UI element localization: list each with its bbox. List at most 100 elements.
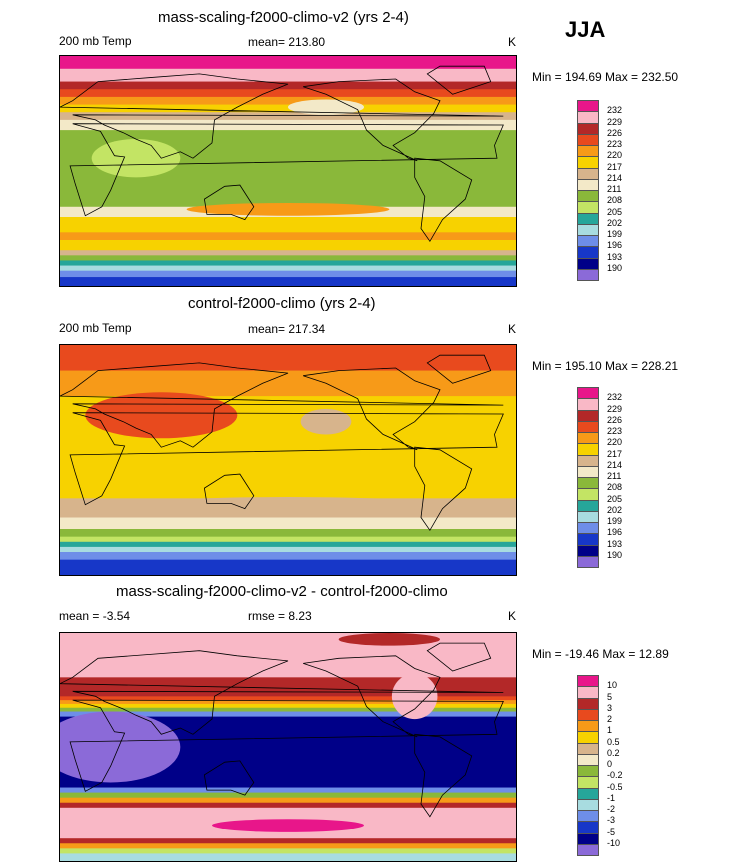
panel-1-mean-label: mean= 213.80 xyxy=(248,35,326,49)
contour-band xyxy=(60,104,516,113)
colorbar-tick-label: -1 xyxy=(607,792,616,803)
colorbar-tick-label: 199 xyxy=(607,516,623,526)
panel-1-title: mass-scaling-f2000-climo-v2 (yrs 2-4) xyxy=(158,9,409,26)
contour-band xyxy=(60,838,516,844)
colorbar-tick-label: 226 xyxy=(607,414,623,425)
colorbar-tick-label: 196 xyxy=(607,240,623,251)
contour-region xyxy=(338,633,441,646)
contour-band xyxy=(60,536,516,543)
colorbar-tick-label: 10 xyxy=(607,680,618,691)
colorbar-swatch xyxy=(577,843,599,856)
coastline xyxy=(60,354,504,532)
panel-3-minmax-label: Min = -19.46 Max = 12.89 xyxy=(532,647,669,661)
colorbar-tick-label: 199 xyxy=(607,229,623,239)
contour-region xyxy=(60,711,181,783)
contour-region xyxy=(91,139,181,178)
contour-band xyxy=(60,68,516,83)
colorbar-tick-label: 214 xyxy=(607,172,623,183)
colorbar-tick-label: -3 xyxy=(607,815,616,826)
contour-band xyxy=(60,217,516,233)
colorbar-tick-label: 2 xyxy=(607,714,613,724)
panel-2-title: control-f2000-climo (yrs 2-4) xyxy=(188,295,376,312)
colorbar-tick-label: 193 xyxy=(607,538,623,549)
colorbar-tick-label: 223 xyxy=(607,426,623,436)
contour-band xyxy=(60,260,516,267)
colorbar-tick-label: 190 xyxy=(607,262,623,273)
panel-1-minmax-label: Min = 194.69 Max = 232.50 xyxy=(532,70,679,84)
season-label: JJA xyxy=(565,17,606,42)
panel-3-rmse-label: rmse = 8.23 xyxy=(248,609,312,623)
colorbar-tick-label: 220 xyxy=(607,437,623,448)
panel-3-map-svg xyxy=(60,633,516,861)
contour-band xyxy=(60,696,516,701)
contour-band xyxy=(60,370,516,397)
contour-band xyxy=(60,250,516,256)
contour-band xyxy=(60,255,516,261)
panel-2-map-svg xyxy=(60,345,516,575)
contour-band xyxy=(60,853,516,861)
colorbar-tick-label: 229 xyxy=(607,116,623,127)
contour-band xyxy=(60,707,516,713)
colorbar-tick-label: 202 xyxy=(607,217,623,228)
contour-band xyxy=(60,711,516,718)
colorbar-tick-label: 211 xyxy=(607,471,622,481)
colorbar-tick-label: -0.5 xyxy=(607,781,623,792)
colorbar-tick-label: 1 xyxy=(607,725,613,736)
colorbar-tick-label: 190 xyxy=(607,549,623,560)
contour-region xyxy=(391,673,438,720)
colorbar-tick-label: 205 xyxy=(607,493,623,504)
colorbar-tick-label: 229 xyxy=(607,403,623,414)
panel-2-minmax-label: Min = 195.10 Max = 228.21 xyxy=(532,359,679,373)
colorbar-tick-label: 205 xyxy=(607,206,623,217)
contour-band xyxy=(60,277,516,286)
colorbar-tick-label: 0.2 xyxy=(607,747,620,758)
contour-band xyxy=(60,546,516,553)
colorbar-swatch xyxy=(577,555,599,568)
contour-band xyxy=(60,112,516,121)
contour-band xyxy=(60,703,516,709)
colorbar-tick-label: 208 xyxy=(607,195,623,206)
contour-band xyxy=(60,843,516,849)
contour-band xyxy=(60,270,516,278)
colorbar-tick-label: 223 xyxy=(607,139,623,149)
colorbar-tick-label: -5 xyxy=(607,826,616,837)
contour-band xyxy=(60,240,516,251)
panel-3-mean-label: mean = -3.54 xyxy=(59,609,131,623)
contour-band xyxy=(60,517,516,530)
contour-band xyxy=(60,559,516,575)
colorbar-tick-label: 214 xyxy=(607,459,623,470)
colorbar-tick-label: 193 xyxy=(607,251,623,262)
colorbar-tick-label: 217 xyxy=(607,161,623,172)
contour-region xyxy=(212,819,364,832)
contour-band xyxy=(60,56,516,70)
coastline xyxy=(60,642,504,818)
contour-band xyxy=(60,797,516,804)
contour-band xyxy=(60,81,516,90)
colorbar-tick-label: -2 xyxy=(607,804,616,814)
panel-1-units-label: K xyxy=(508,35,517,49)
panel-2-units-label: K xyxy=(508,322,517,336)
panel-3-map xyxy=(59,632,517,862)
colorbar-tick-label: 0 xyxy=(607,759,613,769)
contour-band xyxy=(60,802,516,809)
contour-band xyxy=(60,265,516,272)
colorbar-tick-label: 220 xyxy=(607,150,623,161)
contour-band xyxy=(60,541,516,548)
colorbar-tick-label: 226 xyxy=(607,127,623,138)
panel-2-mean-label: mean= 217.34 xyxy=(248,322,326,336)
contour-band xyxy=(60,633,516,678)
contour-band xyxy=(60,529,516,538)
contour-band xyxy=(60,232,516,241)
colorbar-tick-label: 217 xyxy=(607,448,623,459)
contour-band xyxy=(60,345,516,372)
contour-band xyxy=(60,787,516,794)
contour-band xyxy=(60,677,516,697)
panel-2-colorbar: 232 229 226 223 220 217 214 211 208 205 202 199 196 1… xyxy=(577,387,637,568)
colorbar-tick-label: -10 xyxy=(607,837,621,848)
panel-1-map-svg xyxy=(60,56,516,286)
contour-region xyxy=(186,202,390,216)
contour-band xyxy=(60,848,516,854)
contour-region xyxy=(300,408,352,435)
panel-1-map xyxy=(59,55,517,287)
contour-region xyxy=(136,497,440,513)
